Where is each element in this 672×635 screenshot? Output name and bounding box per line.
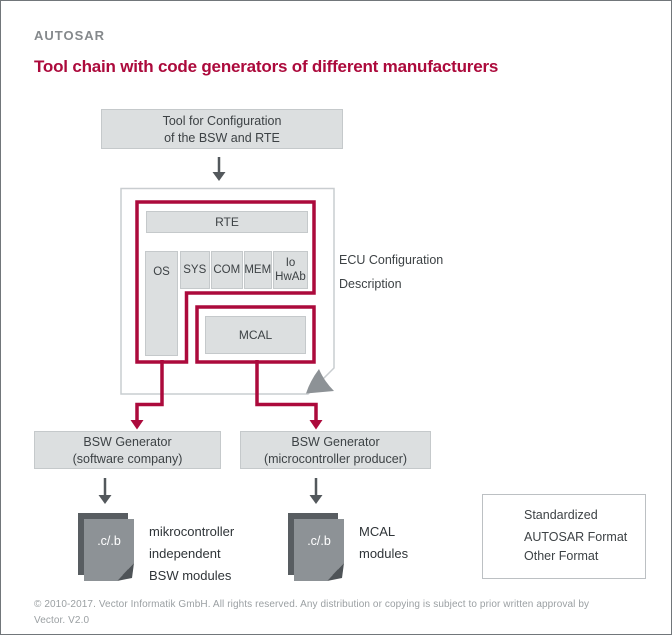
file-left-sheet-icon (84, 519, 134, 581)
bsw-generator-right-box: BSW Generator (microcontroller producer) (240, 431, 431, 469)
file-right-desc-line1: MCAL (359, 524, 396, 539)
ecu-configuration-caption: ECU Configuration Description (339, 248, 443, 296)
file-right-sheet-icon (294, 519, 344, 581)
rte-box: RTE (146, 211, 308, 233)
ecu-document-fold-corner (306, 369, 334, 394)
bsw-generator-right-line1: BSW Generator (291, 435, 380, 449)
file-left-desc-line1: mikrocontroller (149, 524, 235, 539)
module-box-iohwab: Io HwAb (273, 251, 308, 289)
brand-label: AUTOSAR (34, 28, 106, 43)
tool-configuration-line1: Tool for Configuration (162, 114, 282, 128)
tool-configuration-line2: of the BSW and RTE (164, 131, 280, 145)
connector-left-line (135, 360, 164, 421)
module-box-com: COM (211, 251, 243, 289)
connector-right-arrowhead-icon (309, 420, 323, 430)
page-title: Tool chain with code generators of diffe… (34, 57, 499, 76)
arrow-left-generator-to-files-head-icon (98, 495, 112, 504)
bsw-generator-left-line2: (software company) (72, 452, 183, 466)
arrow-right-generator-to-files-head-icon (309, 495, 323, 504)
legend-other-line1: Other Format (524, 549, 599, 563)
legend-standardized-line2: AUTOSAR Format (524, 530, 628, 544)
legend-standardized-line1: Standardized (524, 508, 598, 522)
legend-other-label: Other Format (524, 545, 598, 567)
file-right-fold-icon (327, 563, 344, 581)
file-right-description: MCAL modules (359, 521, 408, 565)
file-left-description: mikrocontroller independent BSW modules (149, 521, 234, 587)
standardized-region-outline-bsw (135, 200, 316, 364)
tool-configuration-box: Tool for Configuration of the BSW and RT… (101, 109, 343, 149)
bsw-generator-left-line1: BSW Generator (83, 435, 172, 449)
standardized-region-outline-mcal (195, 305, 316, 364)
bsw-generator-right-line2: (microcontroller producer) (263, 452, 408, 466)
ecu-caption-line1: ECU Configuration (339, 253, 444, 267)
connector-left-arrowhead-icon (130, 420, 144, 430)
connector-right-line (255, 360, 318, 421)
module-box-mem: MEM (244, 251, 272, 289)
module-box-os: OS (145, 251, 178, 356)
file-right-extension-label: .c/.b (307, 534, 331, 548)
copyright-line1: © 2010-2017. Vector Informatik GmbH. All… (34, 599, 590, 610)
file-left-fold-icon (117, 563, 134, 581)
file-left-desc-line3: BSW modules (149, 568, 232, 583)
copyright-line2: Vector. V2.0 (34, 615, 90, 626)
ecu-caption-line2: Description (339, 277, 402, 291)
copyright-footer: © 2010-2017. Vector Informatik GmbH. All… (34, 597, 654, 629)
mcal-box: MCAL (205, 316, 306, 354)
module-box-sys: SYS (179, 251, 210, 289)
file-left-extension-label: .c/.b (97, 534, 121, 548)
arrow-tool-to-document-head-icon (212, 172, 226, 181)
file-right-desc-line2: modules (359, 546, 409, 561)
legend-standardized-label: Standardized AUTOSAR Format (524, 504, 627, 548)
file-left-desc-line2: independent (149, 546, 221, 561)
bsw-generator-left-box: BSW Generator (software company) (34, 431, 221, 469)
legend-box (482, 494, 646, 579)
